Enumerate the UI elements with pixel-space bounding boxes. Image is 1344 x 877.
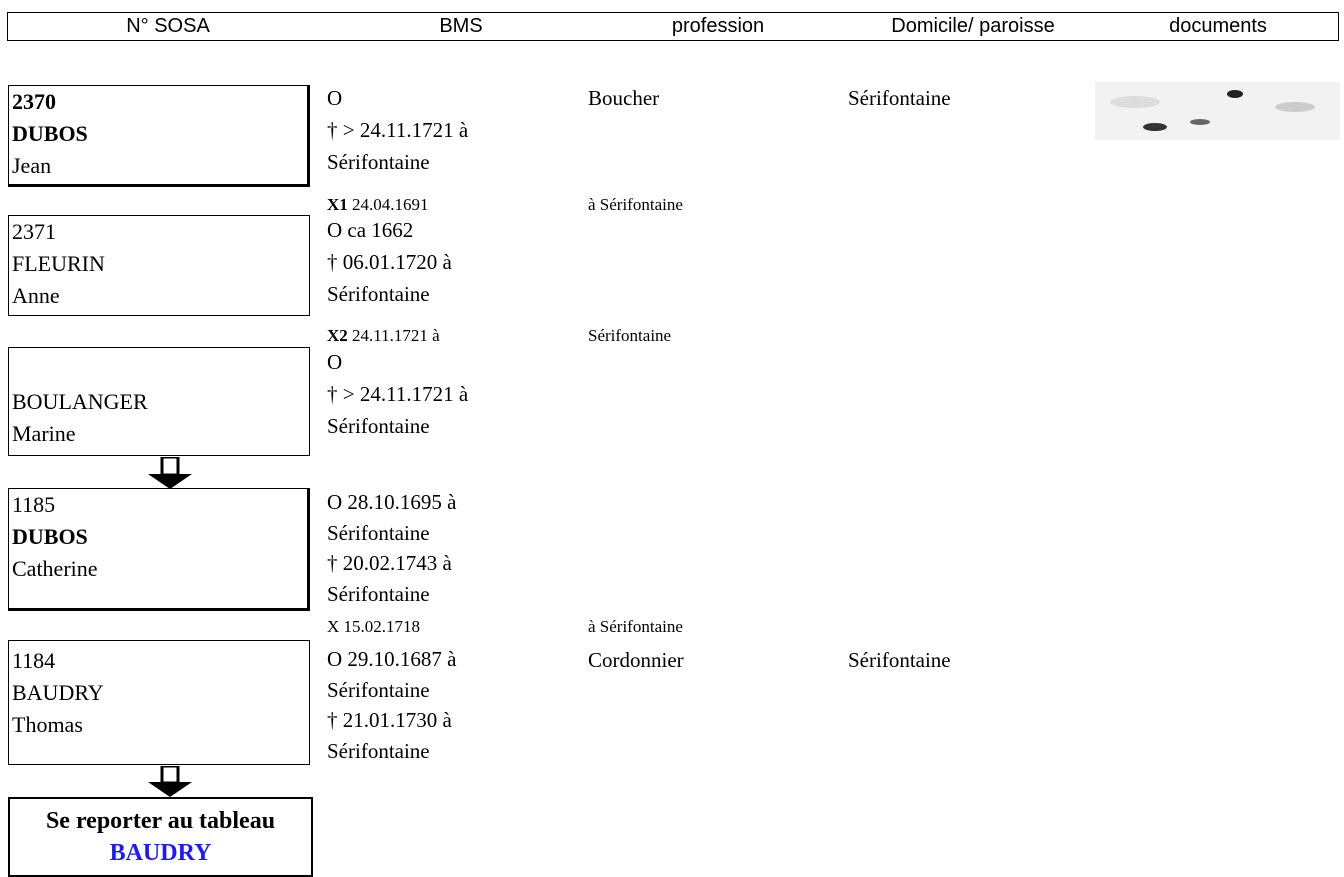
bms-line: Sérifontaine (327, 581, 430, 606)
col-header: documents (1169, 15, 1267, 37)
bms-line: O (327, 350, 343, 374)
bms: O † > 24.11.1721 à Sérifontaine (327, 346, 468, 442)
domicile: Sérifontaine (848, 86, 951, 110)
bms-line: Sérifontaine (327, 282, 430, 306)
marriage-label: X1 (327, 195, 348, 214)
given-name: Catherine (12, 556, 98, 581)
bms-line: † 20.02.1743 à (327, 551, 452, 575)
marriage-place: à Sérifontaine (588, 617, 683, 636)
person-box: 2371 FLEURIN Anne (8, 215, 310, 316)
bms-line: † 06.01.1720 à (327, 250, 452, 274)
bms-line: O ca 1662 (327, 218, 414, 242)
marriage-date: 24.11.1721 à (352, 326, 440, 345)
sosa: 2371 (12, 219, 56, 244)
reference-text: Se reporter au tableau (45, 808, 276, 834)
col-header: N° SOSA (126, 15, 210, 37)
marriage-place: à Sérifontaine (588, 195, 683, 214)
marriage-date: 15.02.1718 (343, 617, 421, 636)
arrow-down (148, 766, 192, 797)
reference-box: Se reporter au tableau BAUDRY (8, 797, 313, 877)
given-name: Thomas (12, 712, 83, 737)
given-name: Anne (12, 283, 60, 308)
surname: DUBOS (12, 524, 88, 549)
marriage-place: Sérifontaine (588, 326, 672, 345)
person-box: 1185 DUBOS Catherine (8, 488, 310, 611)
marriage: X 15.02.1718 (327, 617, 420, 637)
bms-line: † > 24.11.1721 à (327, 118, 469, 142)
person-box: 1184 BAUDRY Thomas (8, 640, 310, 765)
surname: BAUDRY (12, 680, 104, 705)
bms: O 29.10.1687 à Sérifontaine † 21.01.1730… (327, 644, 457, 766)
marriage-date: 24.04.1691 (352, 195, 429, 214)
surname: FLEURIN (12, 251, 105, 276)
person-box: BOULANGER Marine (8, 347, 310, 456)
bms-line: O (327, 86, 343, 110)
sosa: 1184 (12, 648, 56, 673)
arrow-down (148, 457, 192, 489)
reference-link[interactable]: BAUDRY (109, 840, 212, 866)
bms-line: † 21.01.1730 à (327, 708, 452, 732)
marriage-label: X2 (327, 326, 348, 345)
bms: O ca 1662 † 06.01.1720 à Sérifontaine (327, 214, 452, 310)
bms-line: O 28.10.1695 à (327, 490, 457, 514)
bms-line: Sérifontaine (327, 738, 430, 763)
document-image (1095, 82, 1340, 140)
given-name: Marine (12, 421, 76, 446)
sosa: 1185 (12, 492, 56, 517)
surname: DUBOS (12, 121, 88, 146)
given-name: Jean (12, 153, 52, 178)
sosa: 2370 (12, 89, 56, 114)
bms-line: † > 24.11.1721 à (327, 382, 469, 406)
bms: O † > 24.11.1721 à Sérifontaine (327, 82, 468, 178)
header-row: N° SOSA BMS profession Domicile/ paroiss… (7, 12, 1339, 41)
col-header: Domicile/ paroisse (891, 15, 1055, 37)
col-header: BMS (439, 15, 483, 37)
bms-line: Sérifontaine (327, 520, 430, 545)
profession: Boucher (588, 86, 660, 110)
bms-line: Sérifontaine (327, 677, 430, 702)
bms: O 28.10.1695 à Sérifontaine † 20.02.1743… (327, 487, 457, 609)
marriage-label: X (327, 617, 340, 636)
col-header: profession (671, 15, 765, 37)
person-box: 2370 DUBOS Jean (8, 85, 310, 187)
marriage: X1 24.04.1691 (327, 195, 429, 215)
domicile: Sérifontaine (848, 648, 951, 672)
profession: Cordonnier (588, 648, 684, 672)
surname: BOULANGER (12, 389, 148, 414)
bms-line: Sérifontaine (327, 150, 430, 174)
bms-line: Sérifontaine (327, 414, 430, 438)
marriage: X2 24.11.1721 à (327, 326, 440, 346)
bms-line: O 29.10.1687 à (327, 647, 457, 671)
